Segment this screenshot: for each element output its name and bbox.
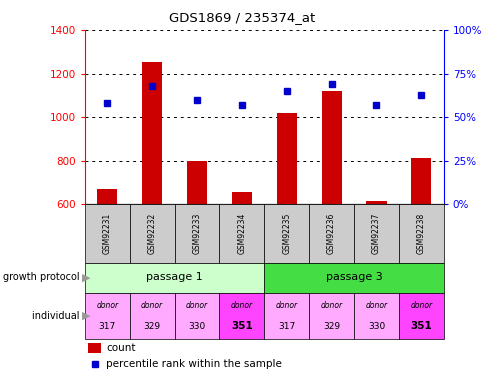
Bar <box>264 262 443 292</box>
Bar <box>264 292 309 339</box>
Bar <box>353 204 398 262</box>
Text: GSM92234: GSM92234 <box>237 213 246 254</box>
Text: donor: donor <box>409 301 432 310</box>
Text: GSM92237: GSM92237 <box>371 213 380 254</box>
Bar <box>321 91 341 204</box>
Text: growth protocol: growth protocol <box>3 273 82 282</box>
Bar <box>398 204 443 262</box>
Bar <box>174 292 219 339</box>
Text: 329: 329 <box>143 322 160 331</box>
Bar <box>276 113 296 204</box>
Bar <box>129 292 174 339</box>
Text: GSM92235: GSM92235 <box>282 213 291 254</box>
Text: ▶: ▶ <box>82 273 91 282</box>
Bar <box>398 292 443 339</box>
Text: 351: 351 <box>409 321 431 331</box>
Text: donor: donor <box>364 301 387 310</box>
Bar <box>142 62 162 204</box>
Text: GSM92236: GSM92236 <box>326 213 335 254</box>
Text: individual: individual <box>32 311 82 321</box>
Text: donor: donor <box>320 301 342 310</box>
Bar <box>97 189 117 204</box>
Text: GSM92232: GSM92232 <box>147 213 156 254</box>
Text: passage 1: passage 1 <box>146 273 203 282</box>
Text: passage 3: passage 3 <box>325 273 382 282</box>
Text: GSM92233: GSM92233 <box>192 213 201 254</box>
Bar <box>365 201 386 204</box>
Text: ▶: ▶ <box>82 311 91 321</box>
Bar <box>410 158 431 204</box>
Text: donor: donor <box>96 301 118 310</box>
Text: donor: donor <box>275 301 297 310</box>
Bar <box>353 292 398 339</box>
Bar <box>309 292 353 339</box>
Text: 329: 329 <box>322 322 339 331</box>
Bar <box>85 292 129 339</box>
Text: GDS1869 / 235374_at: GDS1869 / 235374_at <box>169 11 315 24</box>
Bar <box>85 262 264 292</box>
Text: percentile rank within the sample: percentile rank within the sample <box>106 359 282 369</box>
Bar <box>264 204 309 262</box>
Text: count: count <box>106 343 136 353</box>
Bar <box>174 204 219 262</box>
Bar <box>309 204 353 262</box>
Bar <box>231 192 252 204</box>
Text: 317: 317 <box>98 322 116 331</box>
Bar <box>219 292 264 339</box>
Text: GSM92238: GSM92238 <box>416 213 425 254</box>
Bar <box>85 204 129 262</box>
Text: 351: 351 <box>230 321 252 331</box>
Text: 330: 330 <box>367 322 384 331</box>
Text: GSM92231: GSM92231 <box>103 213 112 254</box>
Text: donor: donor <box>141 301 163 310</box>
Bar <box>219 204 264 262</box>
Text: donor: donor <box>230 301 253 310</box>
Text: donor: donor <box>185 301 208 310</box>
Bar <box>186 161 207 204</box>
Bar <box>88 343 101 353</box>
Text: 330: 330 <box>188 322 205 331</box>
Text: 317: 317 <box>277 322 295 331</box>
Bar <box>129 204 174 262</box>
